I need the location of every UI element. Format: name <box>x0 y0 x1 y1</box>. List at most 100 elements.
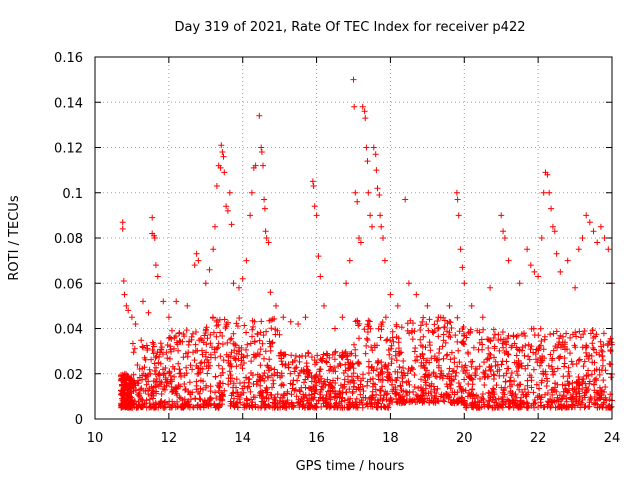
data-point <box>437 393 444 400</box>
data-point <box>152 379 159 385</box>
data-point <box>320 351 327 358</box>
data-point <box>455 347 462 354</box>
data-point <box>517 381 524 388</box>
data-point <box>377 392 384 399</box>
data-point <box>176 330 183 337</box>
data-point <box>515 363 521 370</box>
data-point <box>404 370 411 377</box>
data-point <box>547 331 554 338</box>
data-point <box>608 374 614 381</box>
data-point <box>231 355 237 361</box>
data-point <box>377 369 384 376</box>
data-point <box>356 235 362 241</box>
data-point <box>371 401 378 408</box>
data-point <box>192 347 199 354</box>
data-point <box>508 370 515 376</box>
data-point <box>487 351 494 358</box>
data-point <box>449 389 456 396</box>
data-point <box>382 314 389 321</box>
data-point <box>305 349 311 356</box>
data-point <box>556 355 563 362</box>
data-point <box>200 378 207 385</box>
data-point <box>224 207 231 214</box>
data-point <box>165 314 172 321</box>
data-point <box>436 350 442 356</box>
data-point <box>305 350 312 357</box>
data-point <box>575 398 582 405</box>
data-point <box>477 375 483 382</box>
data-point <box>346 257 353 264</box>
data-point <box>309 395 316 402</box>
data-point <box>354 375 361 382</box>
data-point <box>596 366 603 373</box>
data-point <box>219 333 226 339</box>
data-point <box>213 318 220 325</box>
data-point <box>590 345 596 351</box>
data-point <box>309 178 316 185</box>
data-point <box>164 401 171 408</box>
data-point <box>523 393 530 400</box>
data-point <box>129 340 136 347</box>
data-point <box>490 335 497 341</box>
data-point <box>516 280 523 287</box>
data-point <box>220 393 226 400</box>
data-point <box>219 149 226 155</box>
data-point <box>499 329 506 335</box>
data-point <box>476 329 483 336</box>
data-point <box>187 362 194 369</box>
data-point <box>331 356 338 363</box>
data-point <box>280 314 287 321</box>
data-point <box>506 404 513 411</box>
data-point <box>145 391 152 398</box>
data-point <box>469 358 476 365</box>
data-point <box>262 348 269 355</box>
data-point <box>525 341 532 348</box>
data-point <box>569 394 576 401</box>
data-point <box>505 257 512 264</box>
data-point <box>350 365 357 372</box>
data-point <box>406 381 413 388</box>
data-point <box>487 284 494 291</box>
data-point <box>239 365 246 372</box>
data-point <box>227 353 234 360</box>
data-point <box>166 368 173 375</box>
data-point <box>194 370 201 377</box>
data-point <box>222 325 229 331</box>
data-point <box>525 389 532 396</box>
data-point <box>441 324 448 331</box>
data-point <box>572 284 579 291</box>
data-point <box>384 404 391 411</box>
data-point <box>453 189 460 196</box>
data-point <box>196 403 203 410</box>
data-point <box>254 371 261 378</box>
data-point <box>561 360 568 367</box>
data-point <box>444 392 451 399</box>
data-point <box>193 382 200 389</box>
data-point <box>572 396 579 403</box>
data-point <box>597 223 604 230</box>
data-point <box>530 349 537 356</box>
data-point <box>508 344 515 351</box>
data-point <box>257 362 264 369</box>
data-point <box>249 333 255 340</box>
data-point <box>144 345 151 352</box>
data-point <box>354 404 361 411</box>
data-point <box>461 364 468 371</box>
data-point <box>493 382 500 389</box>
data-point <box>416 394 423 401</box>
data-point <box>119 225 126 232</box>
data-point <box>149 387 156 394</box>
data-point <box>203 402 210 409</box>
data-point <box>119 371 126 378</box>
data-point <box>450 396 457 403</box>
data-point <box>362 350 369 357</box>
data-point <box>181 333 188 340</box>
data-point <box>490 385 496 392</box>
data-point <box>381 257 388 264</box>
data-point <box>191 262 198 269</box>
data-point <box>550 347 557 354</box>
data-point <box>419 318 426 325</box>
data-point <box>266 356 273 363</box>
data-point <box>269 339 276 346</box>
data-point <box>331 364 338 371</box>
